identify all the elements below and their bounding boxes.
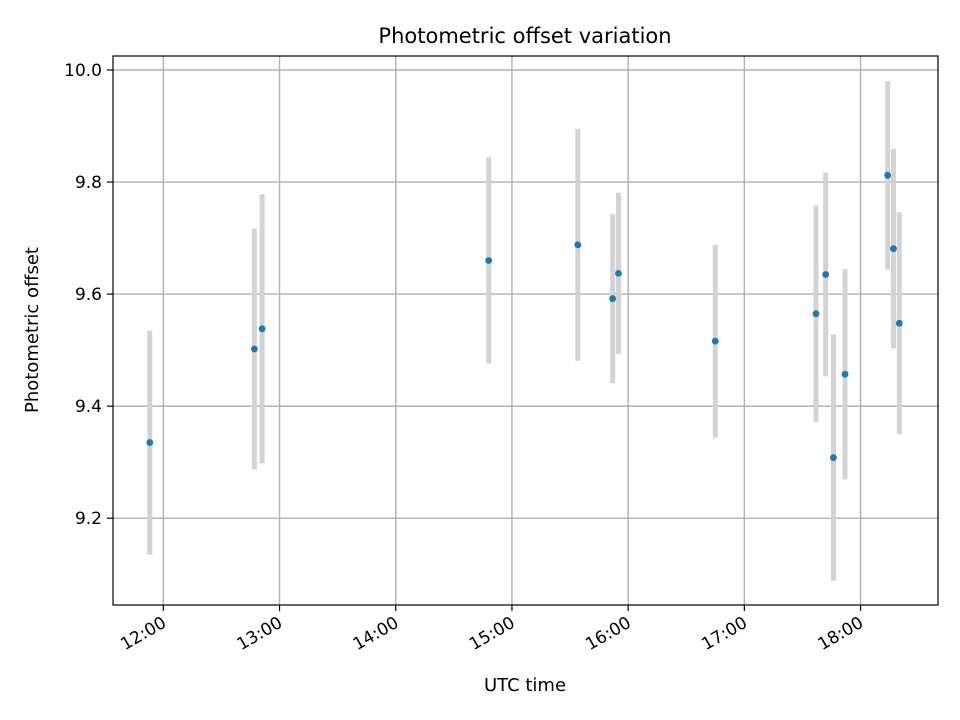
y-axis-label: Photometric offset xyxy=(22,247,43,413)
data-point xyxy=(711,337,719,345)
data-point xyxy=(812,310,820,318)
data-points xyxy=(146,171,903,462)
data-point xyxy=(258,325,266,333)
data-point xyxy=(609,295,617,302)
data-point xyxy=(884,171,892,179)
data-point xyxy=(485,257,493,264)
y-tick-label: 9.2 xyxy=(75,509,102,529)
plot-frame xyxy=(112,55,939,606)
chart-title: Photometric offset variation xyxy=(378,24,671,48)
data-point xyxy=(841,370,849,378)
data-point xyxy=(574,241,582,249)
data-point xyxy=(830,454,837,462)
x-axis-label: UTC time xyxy=(484,675,566,696)
data-point xyxy=(822,271,830,278)
data-point xyxy=(615,269,622,277)
y-tick-label: 9.8 xyxy=(75,173,102,193)
y-tick-label: 9.4 xyxy=(75,397,102,417)
data-point xyxy=(890,245,897,253)
grid-lines xyxy=(113,56,938,605)
y-axis-ticks: 9.2 9.4 9.6 9.8 10.0 xyxy=(64,61,113,529)
y-tick-label: 9.6 xyxy=(75,285,102,305)
data-point xyxy=(146,439,154,446)
data-point xyxy=(895,319,903,327)
data-point xyxy=(250,345,258,353)
y-tick-label: 10.0 xyxy=(64,61,102,81)
